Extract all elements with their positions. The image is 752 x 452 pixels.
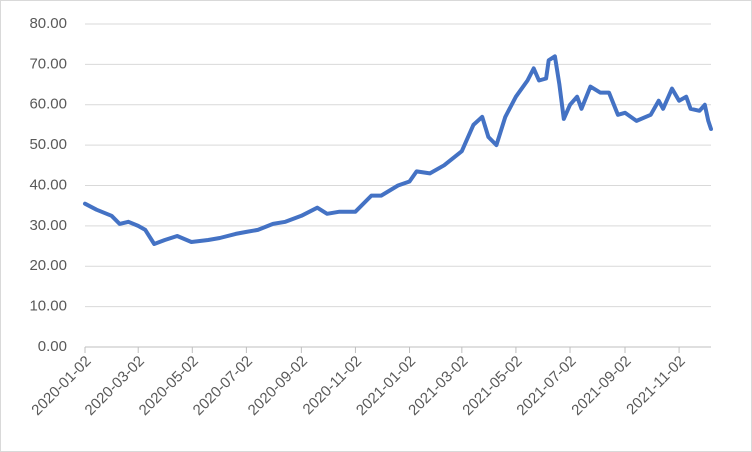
y-tick-label: 30.00 bbox=[29, 217, 67, 234]
y-tick-label: 40.00 bbox=[29, 176, 67, 193]
y-tick-label: 0.00 bbox=[38, 338, 67, 355]
y-tick-label: 60.00 bbox=[29, 96, 67, 113]
y-tick-label: 80.00 bbox=[29, 15, 67, 32]
y-tick-label: 20.00 bbox=[29, 257, 67, 274]
y-tick-label: 10.00 bbox=[29, 298, 67, 315]
y-tick-label: 70.00 bbox=[29, 55, 67, 72]
y-tick-label: 50.00 bbox=[29, 136, 67, 153]
line-series bbox=[83, 54, 713, 246]
